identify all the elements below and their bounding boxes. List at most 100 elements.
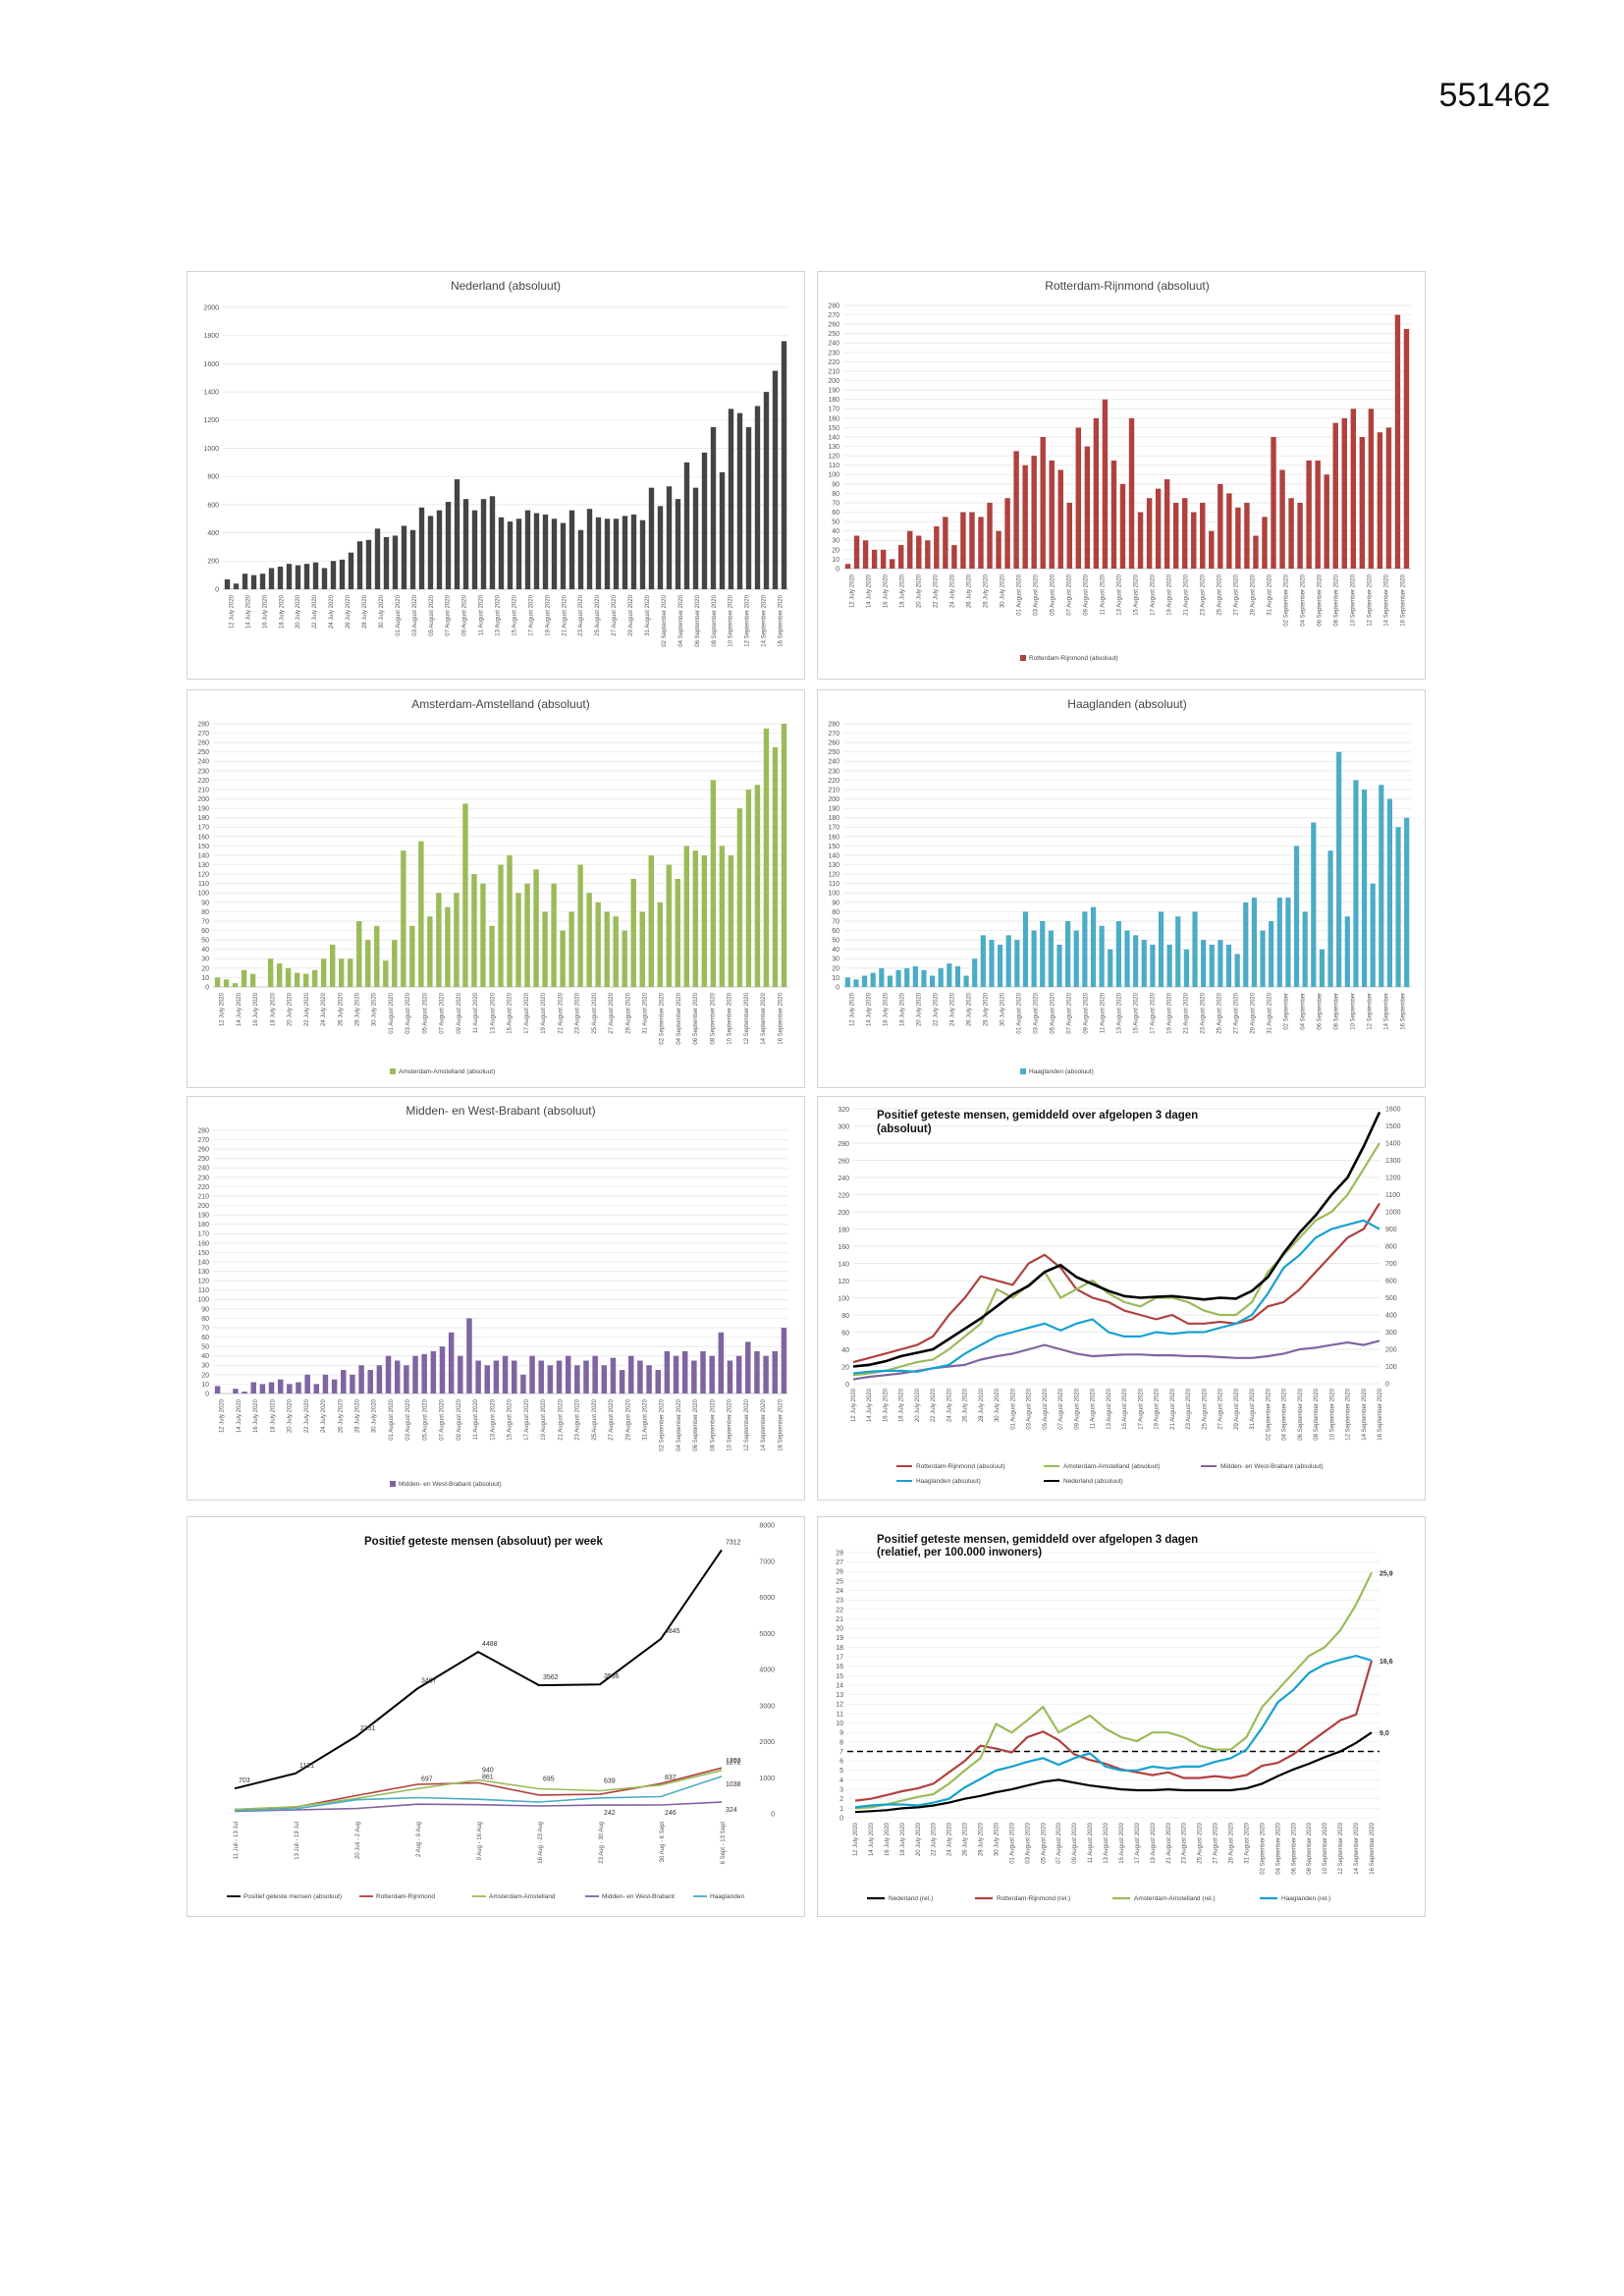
bar [610,1357,617,1394]
x-tick-label: 23 August 2020 [1186,1388,1192,1429]
bar [1004,498,1010,569]
chart-week-svg: 0 1000 2000 3000 4000 5000 6000 7000 8000 Positie… [227,1523,775,1900]
bar [710,780,717,987]
y-tick-label: 100 [838,1296,849,1303]
bar [511,1360,517,1394]
bar [376,1365,383,1394]
y-tick-label: 1000 [203,446,219,453]
x-tick-label: 12 July 2020 [220,1398,226,1433]
data-label: 4488 [482,1641,498,1648]
y-tick-label: 130 [197,1269,209,1276]
bar [934,525,940,569]
bar [385,1355,392,1394]
bar [331,1379,338,1394]
x-tick-label: 11 August 2020 [479,594,485,635]
bar [445,906,451,987]
y-tick-label: 40 [201,947,209,954]
x-tick-label: 10 September 2020 [728,992,733,1044]
x-tick-label: 20 July 2020 [296,594,301,629]
x-tick-label: 07 August 2020 [440,1398,446,1440]
bar [745,1341,751,1394]
x-tick-label: 01 August 2020 [1009,1822,1015,1863]
x-tick-label: 04 September 2020 [1275,1822,1281,1874]
x-tick-label: 09 August 2020 [462,594,468,635]
y-tick-label: 230 [828,350,839,356]
x-tick-label: 09 August 2020 [1084,574,1090,615]
y-tick-label: 250 [197,749,209,756]
bar [348,958,353,987]
series-line [234,1776,723,1812]
bar [1005,935,1011,987]
legend-label: Nederland (rel.) [889,1895,933,1902]
x-tick-label: 31 August 2020 [645,594,651,635]
y-tick-label: 220 [197,778,209,785]
x-tick-label: 21 August 2020 [558,992,564,1033]
x-tick-label: 17 August 2020 [524,992,530,1033]
bar [1066,503,1073,569]
x-tick-label: 05 August 2020 [422,992,428,1033]
y-tick-label: 80 [841,1313,849,1320]
x-tick-label: 12 September 2020 [1368,574,1374,626]
y-tick-label: 100 [197,1297,209,1304]
y-tick-label: 3 [839,1786,843,1793]
y-tick-label: 1400 [203,390,219,397]
bar [736,412,743,589]
y-tick-label: 280 [197,721,209,728]
bar [1293,846,1300,987]
bar [233,583,240,589]
bar [312,562,319,589]
y-tick-label: 240 [828,759,839,766]
y-tick-label: 80 [832,491,839,498]
bar [951,545,957,569]
x-tick-label: 12 September 2020 [1346,1388,1352,1440]
bar [1048,930,1054,987]
x-tick-label: 26 July 2020 [338,1398,344,1433]
x-tick-label: 05 August 2020 [1051,574,1056,615]
bar [907,530,913,569]
bar [348,552,354,589]
x-tick-label: 19 August 2020 [1167,574,1173,615]
y-tick-label: 70 [201,918,209,925]
y-tick-label: 28 [836,1550,843,1557]
bar [249,973,256,987]
y2-tick-label: 700 [1385,1261,1397,1268]
y-tick-label: 30 [201,957,209,963]
bar [639,911,645,987]
bar [904,967,910,987]
bar [551,519,558,589]
y2-tick-label: 1100 [1385,1192,1400,1199]
bar [1368,409,1375,569]
chart-amsterdam-svg: Amsterdam-Amstelland (absoluut) 0 10 20 30 40… [197,697,788,1075]
x-tick-label: 16 September 2020 [1401,574,1407,626]
series-line [854,1731,1373,1814]
x-tick-label: 15 August 2020 [1119,1822,1125,1863]
bar [683,462,690,589]
bar [250,574,257,589]
y-tick-label: 140 [838,1262,849,1269]
bar [1158,911,1164,987]
x-tick-label: 22 July 2020 [304,992,310,1026]
bar [1262,517,1268,569]
bar [1013,451,1019,569]
bar [954,965,961,987]
bar [286,564,293,589]
x-tick-label: 01 August 2020 [389,1398,395,1440]
bar [1319,949,1326,987]
y-tick-label: 150 [828,425,839,432]
x-tick-label: 23 August 2020 [578,594,584,635]
bar [844,564,851,569]
y-tick-label: 110 [198,881,209,888]
y2-tick-label: 1400 [1385,1141,1401,1148]
bar [960,512,966,569]
x-tick-label: 18 July 2020 [900,574,906,608]
legend-label: Haaglanden (rel.) [1281,1895,1330,1902]
series-line [854,1571,1373,1810]
x-tick-label: 28 July 2020 [355,992,361,1026]
bar [330,944,336,987]
bar [728,855,734,987]
y-tick-label: 20 [201,1372,209,1379]
x-tick-label: 15 August 2020 [1134,992,1140,1033]
y-tick-label: 10 [832,557,839,564]
y-tick-label: 120 [828,454,839,461]
bar [1386,798,1393,987]
